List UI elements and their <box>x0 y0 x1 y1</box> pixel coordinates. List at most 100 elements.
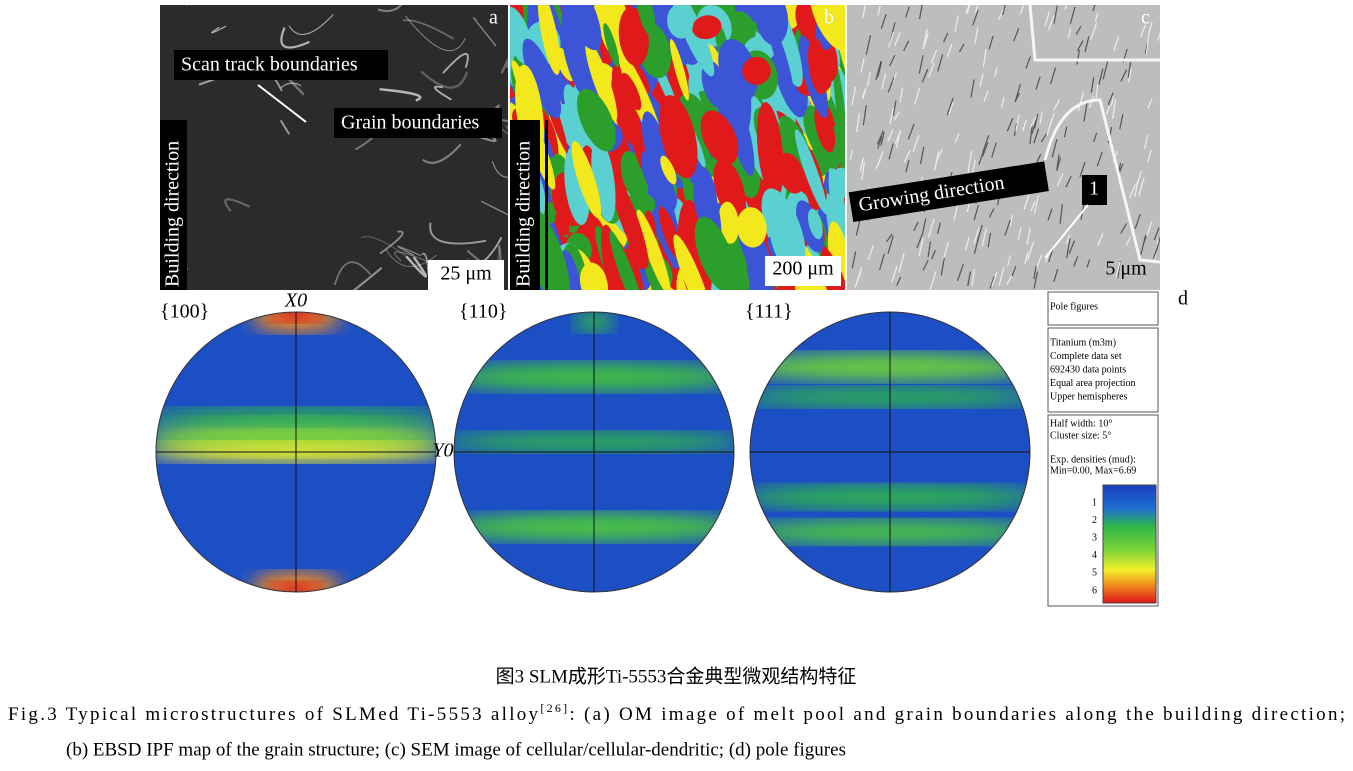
cell-wall <box>1073 256 1079 267</box>
cell-wall <box>918 5 923 20</box>
grain <box>827 221 845 290</box>
cell-wall <box>887 235 894 254</box>
cell-wall <box>927 241 932 257</box>
grain <box>640 150 676 211</box>
cell-wall <box>1120 223 1128 234</box>
cell-wall <box>987 232 992 248</box>
cell-wall <box>1022 119 1027 132</box>
cell-wall <box>1096 151 1103 167</box>
direction-bar <box>545 120 548 290</box>
cell-wall <box>973 227 980 244</box>
cell-wall <box>921 218 927 236</box>
cell-wall <box>1004 219 1011 236</box>
scale-bar-label: 5 μm <box>1105 258 1147 280</box>
cell-wall <box>1066 234 1071 245</box>
cell-wall <box>1023 192 1031 210</box>
cell-wall <box>982 49 987 68</box>
legend <box>1047 291 1159 607</box>
boundary <box>420 70 469 89</box>
cell-wall <box>880 13 887 29</box>
cell-wall <box>895 129 901 149</box>
cell-wall <box>1105 105 1111 115</box>
cell-wall <box>919 146 925 165</box>
cell-wall <box>983 90 989 103</box>
boundary <box>211 25 227 34</box>
grain <box>814 102 836 153</box>
boundary <box>334 261 372 286</box>
cell-wall <box>1053 5 1058 24</box>
reference: [26] <box>540 701 567 715</box>
cell-wall <box>1029 116 1037 129</box>
grain <box>537 5 561 75</box>
cell-wall <box>860 58 865 73</box>
grain <box>673 234 714 290</box>
cell-wall <box>912 134 920 153</box>
boundary <box>434 85 452 101</box>
grain <box>593 5 622 23</box>
cell-wall <box>1152 242 1160 259</box>
grain <box>700 110 739 165</box>
cell-wall <box>1157 31 1160 41</box>
cell-wall <box>972 9 979 26</box>
cell-wall <box>1007 255 1012 266</box>
cell-wall <box>1084 36 1090 52</box>
cell-wall <box>1019 5 1025 15</box>
cell-wall <box>862 5 866 19</box>
grain <box>659 95 698 179</box>
boundary <box>379 230 404 255</box>
cell-wall <box>1153 227 1160 241</box>
label-box <box>160 120 187 290</box>
cell-wall <box>1040 133 1048 143</box>
cell-wall <box>974 5 979 14</box>
cell-wall <box>851 86 857 106</box>
grain <box>736 207 767 248</box>
cell-wall <box>1030 200 1036 212</box>
cell-wall <box>921 68 929 83</box>
om-image <box>160 5 508 290</box>
cell-wall <box>1017 227 1022 240</box>
cell-wall <box>1026 227 1031 245</box>
cell-wall <box>1102 60 1109 80</box>
grain <box>755 5 789 46</box>
cell-wall <box>948 101 954 115</box>
cell-wall <box>905 160 910 173</box>
cell-wall <box>988 208 995 218</box>
pole-label: {100} <box>160 301 209 323</box>
cell-wall <box>887 129 894 142</box>
cell-wall <box>922 260 929 271</box>
cell-wall <box>1119 114 1124 130</box>
cell-wall <box>965 5 970 14</box>
direction-label: Building direction <box>513 141 535 287</box>
legend-info: 692430 data points <box>1050 364 1126 375</box>
cell-wall <box>956 263 964 282</box>
cell-wall <box>894 31 901 47</box>
cell-wall <box>856 112 860 133</box>
cell-wall <box>943 32 949 43</box>
boundary <box>280 82 302 89</box>
scale-label: 3 <box>1092 532 1097 543</box>
legend-box <box>1047 414 1159 607</box>
grain <box>522 38 562 119</box>
cell-wall <box>979 73 984 87</box>
boundary <box>405 255 428 278</box>
boundary <box>280 120 291 135</box>
cell-wall <box>1075 26 1082 35</box>
cell-wall <box>1128 184 1137 199</box>
grain <box>692 15 722 40</box>
grain <box>571 140 602 219</box>
cell-wall <box>1047 208 1053 221</box>
cell-wall <box>1110 96 1115 107</box>
cell-wall <box>929 270 937 290</box>
cell-wall <box>1140 24 1147 38</box>
cell-wall <box>954 15 959 32</box>
cell-wall <box>903 40 910 52</box>
grain <box>833 167 845 199</box>
cell-wall <box>954 133 960 144</box>
cell-wall <box>974 27 979 44</box>
legend-title: Pole figures <box>1050 301 1098 312</box>
cell-wall <box>877 62 883 78</box>
cell-wall <box>922 33 929 50</box>
cell-wall <box>1029 125 1033 145</box>
cell-wall <box>862 105 867 126</box>
